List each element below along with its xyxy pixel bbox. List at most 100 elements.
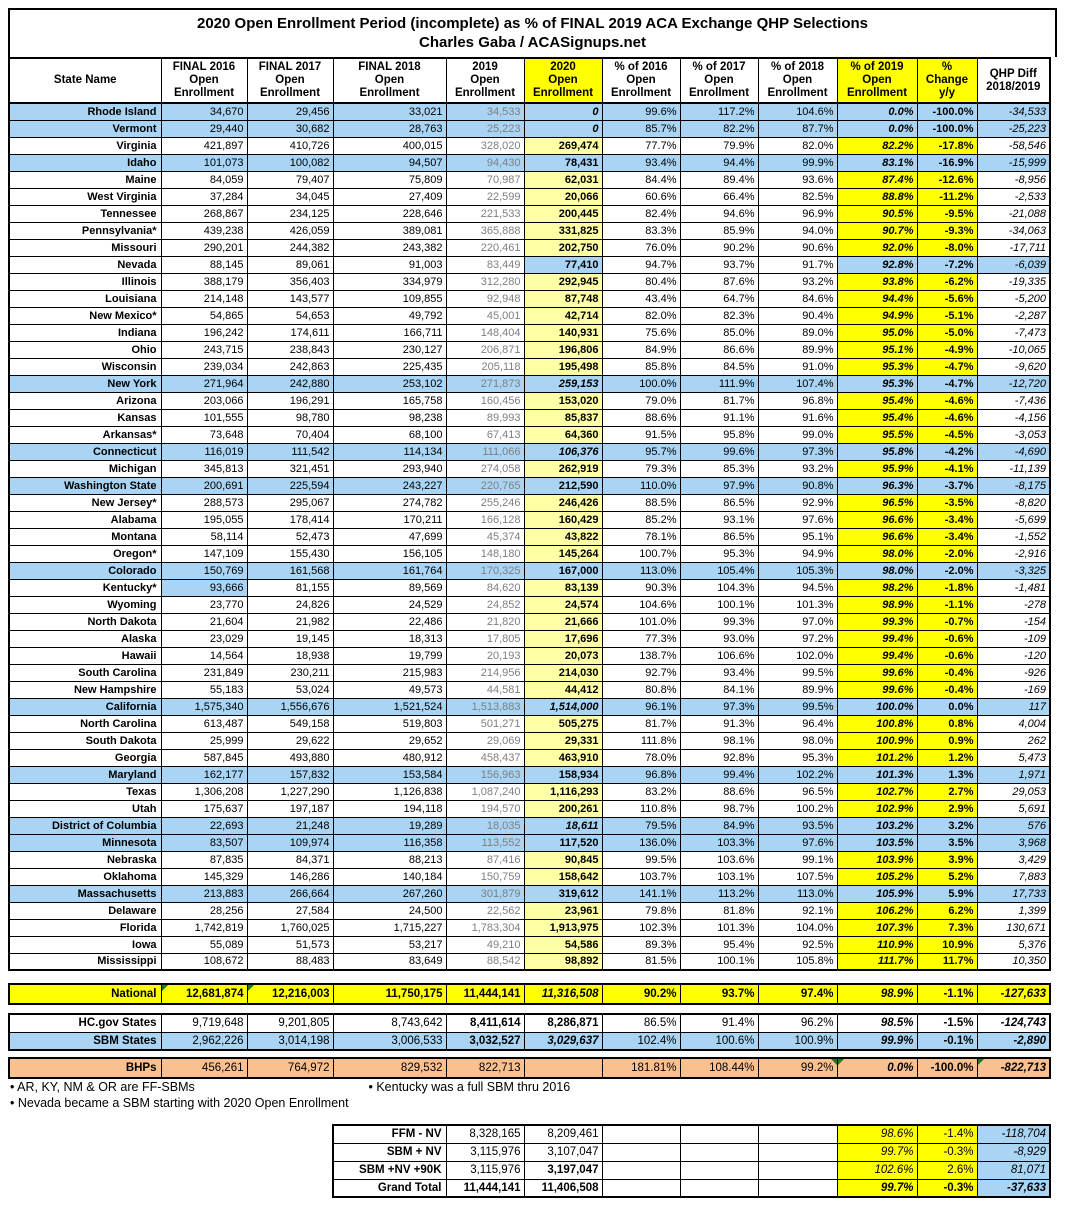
cell-p2017: 84.9% xyxy=(679,816,759,835)
cell-y2019: 150,759 xyxy=(445,867,525,886)
cell-f2016: 239,034 xyxy=(160,357,248,376)
cell-f2018: 49,792 xyxy=(332,306,447,325)
cell-f2018: 389,081 xyxy=(332,221,447,240)
cell-pchg: -7.2% xyxy=(916,255,978,274)
cell-p2016: 43.4% xyxy=(601,289,681,308)
row-label: Georgia xyxy=(8,748,162,767)
column-header-p2018: % of 2018 Open Enrollment xyxy=(757,57,838,104)
cell-p2019: 94.4% xyxy=(836,289,918,308)
cell-y2019: 255,246 xyxy=(445,493,525,512)
cell-pchg: -100.0% xyxy=(916,119,978,138)
row-label: New Jersey* xyxy=(8,493,162,512)
row-label: Maryland xyxy=(8,765,162,784)
cell-diff: 10,350 xyxy=(976,952,1051,971)
cell-y2020: 158,642 xyxy=(523,867,603,886)
cell-y2019: 67,413 xyxy=(445,425,525,444)
cell-p2019: 95.4% xyxy=(836,408,918,427)
table-row: Indiana 196,242 174,611 166,711 148,404 140,9… xyxy=(8,323,1051,342)
cell-y2020: 202,750 xyxy=(523,238,603,257)
cell-p2019: 111.7% xyxy=(836,952,918,971)
cell-diff: -2,287 xyxy=(976,306,1051,325)
footnote-nevada: • Nevada became a SBM starting with 2020… xyxy=(10,1096,349,1110)
cell-pchg: -1.1% xyxy=(916,595,978,614)
cell-p2016: 110.8% xyxy=(601,799,681,818)
cell-p2016: 99.6% xyxy=(601,102,681,121)
cell-f2018: 91,003 xyxy=(332,255,447,274)
cell-p2018: 97.0% xyxy=(757,612,838,631)
cell-p2017: 100.6% xyxy=(679,1031,759,1051)
table-row: National 12,681,874 12,216,003 11,750,175 11… xyxy=(8,983,1051,1005)
cell-p2018: 92.9% xyxy=(757,493,838,512)
cell-diff: -5,699 xyxy=(976,510,1051,529)
cell-y2020: 90,845 xyxy=(523,850,603,869)
cell-pchg: -3.5% xyxy=(916,493,978,512)
row-label: BHPs xyxy=(8,1057,162,1079)
cell-f2016: 268,867 xyxy=(160,204,248,223)
cell-y2019: 88,542 xyxy=(445,952,525,971)
table-row: Virginia 421,897 410,726 400,015 328,020 269,… xyxy=(8,136,1051,155)
cell-y2020: 98,892 xyxy=(523,952,603,971)
row-label: National xyxy=(8,983,162,1005)
cell-p2017: 111.9% xyxy=(679,374,759,393)
table-row: SBM States 2,962,226 3,014,198 3,006,533 3,0… xyxy=(8,1031,1051,1051)
cell-p2016: 181.81% xyxy=(601,1057,681,1079)
cell-y2019: 29,069 xyxy=(445,731,525,750)
cell-f2018: 1,126,838 xyxy=(332,782,447,801)
row-label: Michigan xyxy=(8,459,162,478)
cell-f2016: 29,440 xyxy=(160,119,248,138)
header-row: State Name FINAL 2016 Open Enrollment FINA… xyxy=(8,57,1051,104)
cell-p2018: 96.5% xyxy=(757,782,838,801)
cell-f2016: 28,256 xyxy=(160,901,248,920)
cell-diff: -124,743 xyxy=(976,1013,1051,1033)
cell-p2019: 95.8% xyxy=(836,442,918,461)
cell-f2018: 98,238 xyxy=(332,408,447,427)
column-header-diff: QHP Diff 2018/2019 xyxy=(976,57,1051,104)
cell-f2018: 165,758 xyxy=(332,391,447,410)
cell-y2020: 160,429 xyxy=(523,510,603,529)
mini-cell-empty xyxy=(757,1124,838,1144)
cell-y2019: 271,873 xyxy=(445,374,525,393)
cell-p2019: 95.5% xyxy=(836,425,918,444)
row-label: District of Columbia xyxy=(8,816,162,835)
cell-y2019: 113,552 xyxy=(445,833,525,852)
cell-f2016: 200,691 xyxy=(160,476,248,495)
cell-f2016: 37,284 xyxy=(160,187,248,206)
cell-y2019: 18,035 xyxy=(445,816,525,835)
cell-y2020: 24,574 xyxy=(523,595,603,614)
footnote-ffsbm: • AR, KY, NM & OR are FF-SBMs xyxy=(10,1080,195,1094)
cell-p2019: 96.6% xyxy=(836,527,918,546)
cell-p2016: 76.0% xyxy=(601,238,681,257)
cell-f2017: 109,974 xyxy=(246,833,334,852)
cell-y2019: 205,118 xyxy=(445,357,525,376)
cell-p2019: 93.8% xyxy=(836,272,918,291)
table-row: Maine 84,059 79,407 75,809 70,987 62,031 84.4%… xyxy=(8,170,1051,189)
row-label: Minnesota xyxy=(8,833,162,852)
cell-f2016: 288,573 xyxy=(160,493,248,512)
table-row: Oklahoma 145,329 146,286 140,184 150,759 158,… xyxy=(8,867,1051,886)
cell-diff: -127,633 xyxy=(976,983,1051,1005)
cell-y2019: 214,956 xyxy=(445,663,525,682)
footnote-line-2: • Nevada became a SBM starting with 2020… xyxy=(10,1095,1057,1111)
cell-p2018: 84.6% xyxy=(757,289,838,308)
table-row: Kentucky* 93,666 81,155 89,569 84,620 83,139 9… xyxy=(8,578,1051,597)
cell-f2017: 24,826 xyxy=(246,595,334,614)
cell-p2017: 95.4% xyxy=(679,935,759,954)
cell-pchg: -0.4% xyxy=(916,680,978,699)
table-row: Missouri 290,201 244,382 243,382 220,461 202,… xyxy=(8,238,1051,257)
cell-diff: -2,533 xyxy=(976,187,1051,206)
cell-f2017: 161,568 xyxy=(246,561,334,580)
cell-y2020: 62,031 xyxy=(523,170,603,189)
cell-y2019: 501,271 xyxy=(445,714,525,733)
cell-diff: 3,429 xyxy=(976,850,1051,869)
cell-p2019: 107.3% xyxy=(836,918,918,937)
table-row: BHPs 456,261 764,972 829,532 822,713 181.81% 1… xyxy=(8,1057,1051,1079)
cell-diff: 7,883 xyxy=(976,867,1051,886)
cell-f2016: 93,666 xyxy=(160,578,248,597)
mini-table-row: SBM + NV 3,115,976 3,107,047 99.7% -0.3% -8,9… xyxy=(332,1142,1051,1162)
cell-y2019: 24,852 xyxy=(445,595,525,614)
cell-p2016: 102.4% xyxy=(601,1031,681,1051)
cell-p2019: 82.2% xyxy=(836,136,918,155)
cell-f2017: 89,061 xyxy=(246,255,334,274)
mini-cell-empty xyxy=(679,1142,759,1162)
row-label: Indiana xyxy=(8,323,162,342)
